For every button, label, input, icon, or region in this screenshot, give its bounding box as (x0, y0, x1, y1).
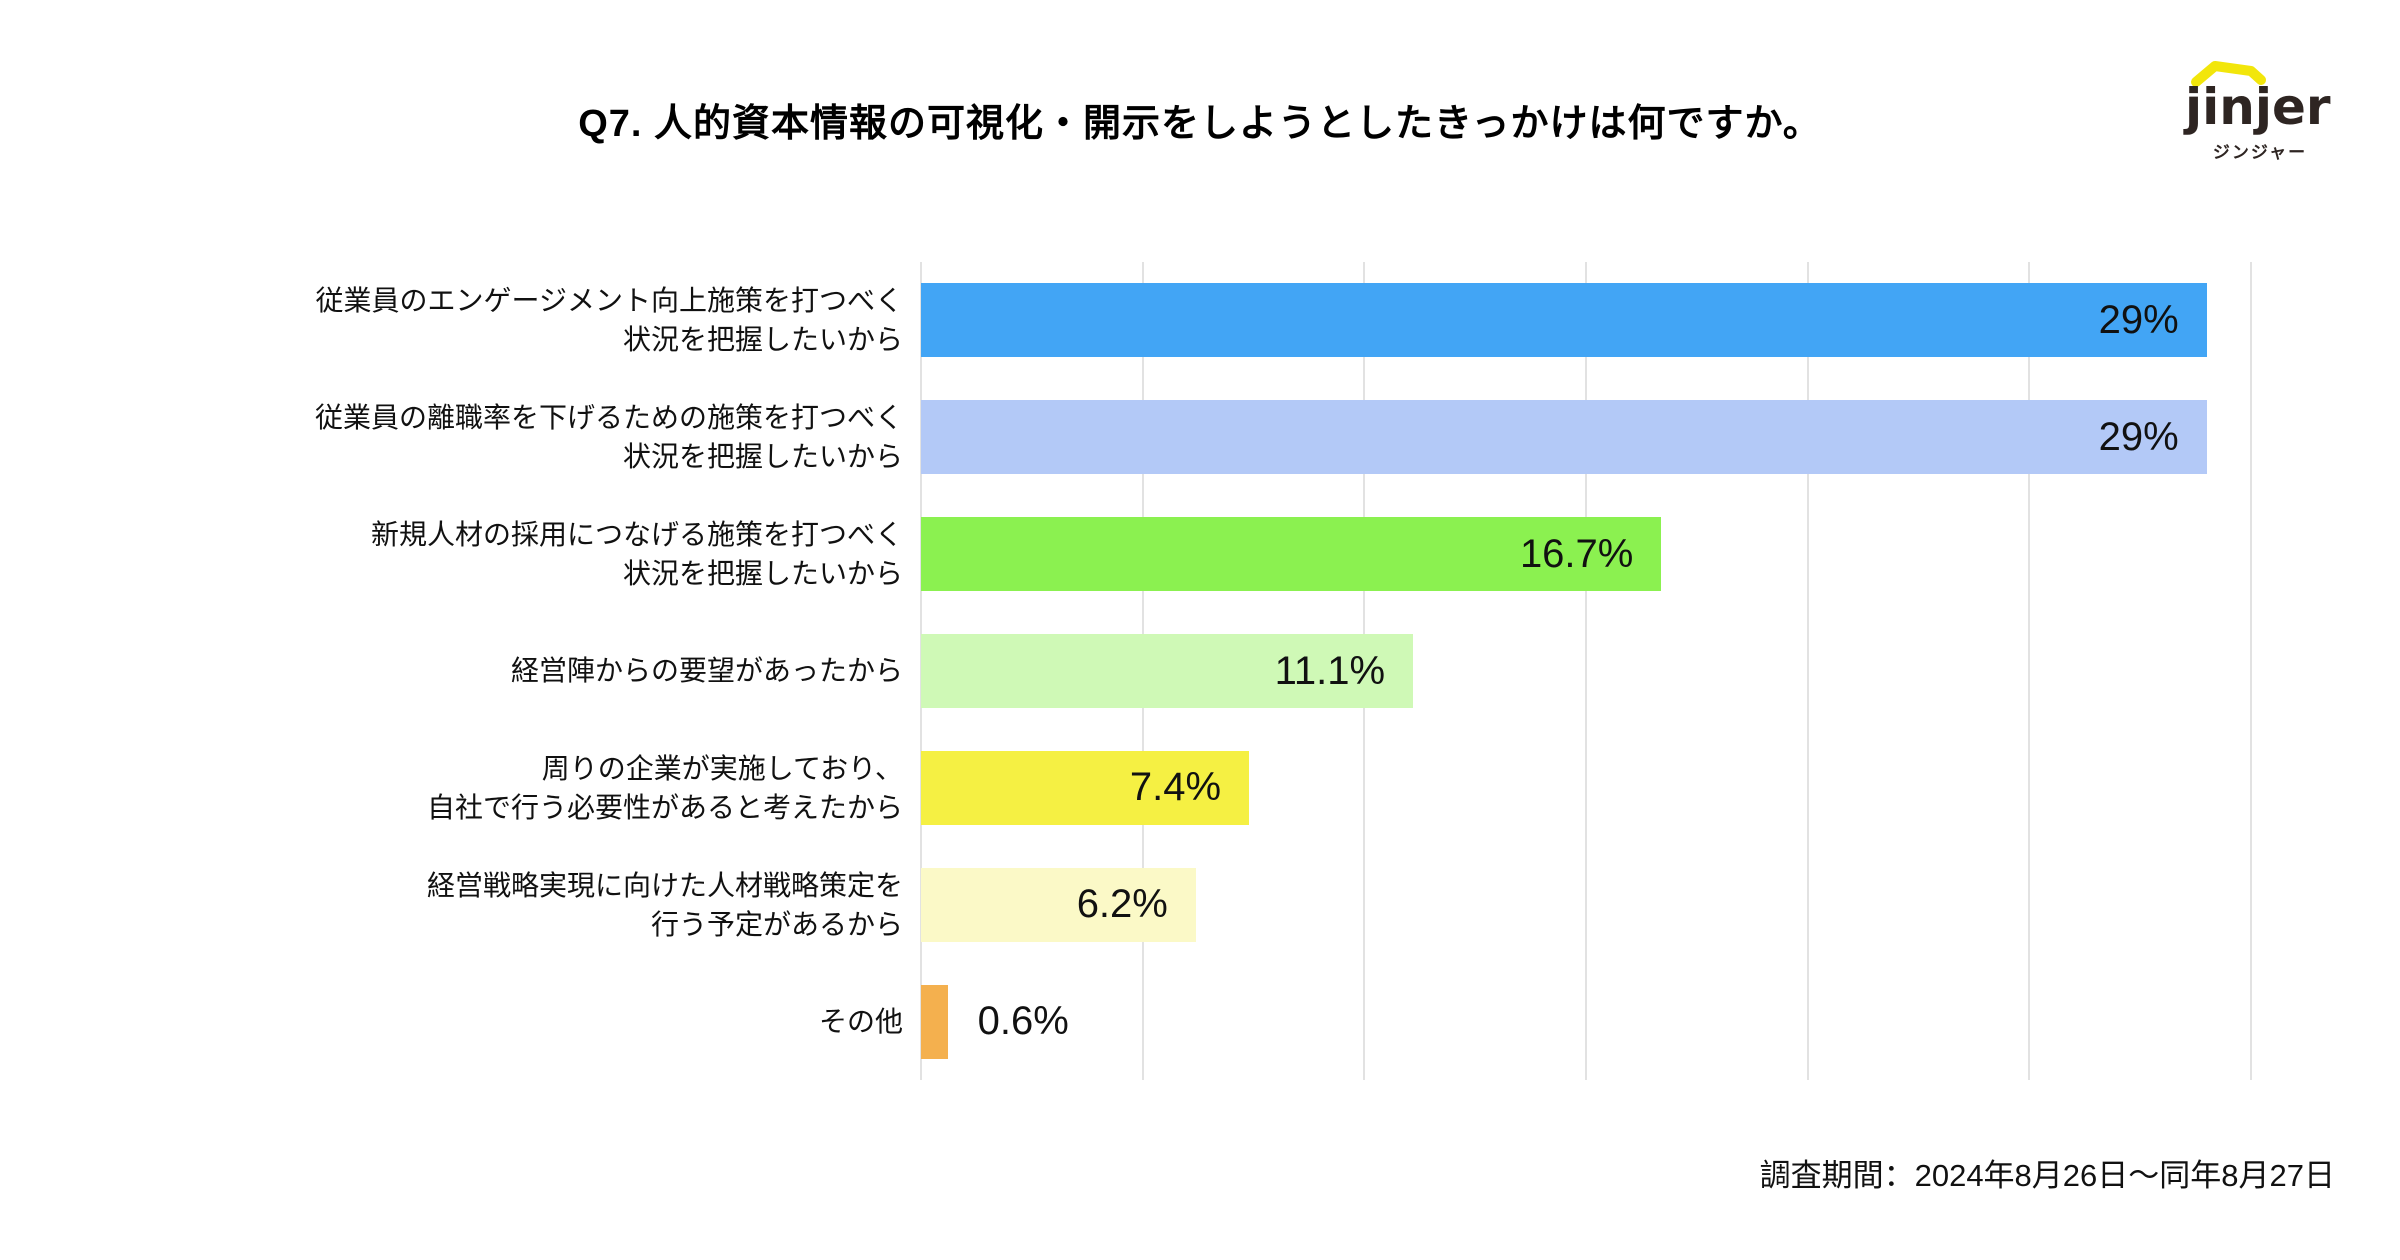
bar: 7.4% (921, 750, 1250, 825)
bar-row: 従業員のエンゲージメント向上施策を打つべく 状況を把握したいから 29% (0, 262, 2400, 379)
value-label: 29% (2098, 414, 2179, 459)
gridline-30 (2250, 262, 2252, 1080)
bar-row: 従業員の離職率を下げるための施策を打つべく 状況を把握したいから 29% (0, 379, 2400, 496)
bar-row: 周りの企業が実施しており、 自社で行う必要性があると考えたから 7.4% (0, 729, 2400, 846)
bar-track: 7.4% (921, 750, 2251, 825)
bar-track: 29% (921, 400, 2251, 475)
value-label: 29% (2098, 297, 2179, 342)
category-label: 従業員の離職率を下げるための施策を打つべく 状況を把握したいから (314, 402, 903, 473)
bar-chart: 従業員のエンゲージメント向上施策を打つべく 状況を把握したいから 29% 従業員の離… (0, 262, 2400, 1080)
bar-row: その他 0.6% (0, 963, 2400, 1080)
category-label: 経営陣からの要望があったから (510, 655, 903, 687)
bar: 6.2% (921, 867, 1196, 942)
jinjer-logo-wordmark: jinjer (2185, 78, 2331, 136)
category-label: 新規人材の採用につなげる施策を打つべく 状況を把握したいから (370, 518, 903, 590)
jinjer-logo-swoosh-icon (2191, 61, 2266, 87)
gridline-15 (1585, 262, 1587, 1080)
gridline-20 (1806, 262, 1809, 1080)
bar-track: 6.2% (921, 867, 2251, 942)
bar: 11.1% (921, 634, 1414, 708)
bar-track: 29% (921, 283, 2251, 358)
bar (921, 984, 948, 1059)
bar-rows: 従業員のエンゲージメント向上施策を打つべく 状況を把握したいから 29% 従業員の離… (0, 262, 2400, 1080)
bar: 16.7% (921, 517, 1662, 592)
bar-track: 0.6% (921, 984, 2251, 1059)
bar-row: 新規人材の採用につなげる施策を打つべく 状況を把握したいから 16.7% (0, 496, 2400, 613)
jinjer-logo-katakana: ジンジャー (2212, 143, 2308, 162)
category-label: 従業員のエンゲージメント向上施策を打つべく 状況を把握したいから (315, 285, 903, 356)
bar: 29% (921, 283, 2207, 358)
jinjer-logo: jinjer ジンジャー (2185, 58, 2345, 163)
bar: 29% (921, 400, 2207, 475)
category-label: 経営戦略実現に向けた人材戦略策定を 行う予定があるから (426, 869, 903, 940)
category-label: その他 (818, 1005, 903, 1037)
bar-track: 16.7% (921, 517, 2251, 592)
value-label: 16.7% (1519, 531, 1634, 576)
category-label: 周りの企業が実施しており、 自社で行う必要性があると考えたから (426, 752, 903, 823)
chart-title: Q7. 人的資本情報の可視化・開示をしようとしたきっかけは何ですか。 (578, 103, 1822, 145)
bar-row: 経営陣からの要望があったから 11.1% (0, 613, 2400, 730)
value-label: 6.2% (1076, 882, 1168, 927)
value-label: 0.6% (977, 999, 1069, 1044)
gridline-25 (2028, 262, 2031, 1080)
value-label: 7.4% (1129, 765, 1222, 810)
bar-row: 経営戦略実現に向けた人材戦略策定を 行う予定があるから 6.2% (0, 846, 2400, 963)
survey-period: 調査期間：2024年8月26日〜同年8月27日 (1759, 1158, 2335, 1193)
bar-track: 11.1% (921, 634, 2251, 708)
value-label: 11.1% (1274, 648, 1386, 693)
